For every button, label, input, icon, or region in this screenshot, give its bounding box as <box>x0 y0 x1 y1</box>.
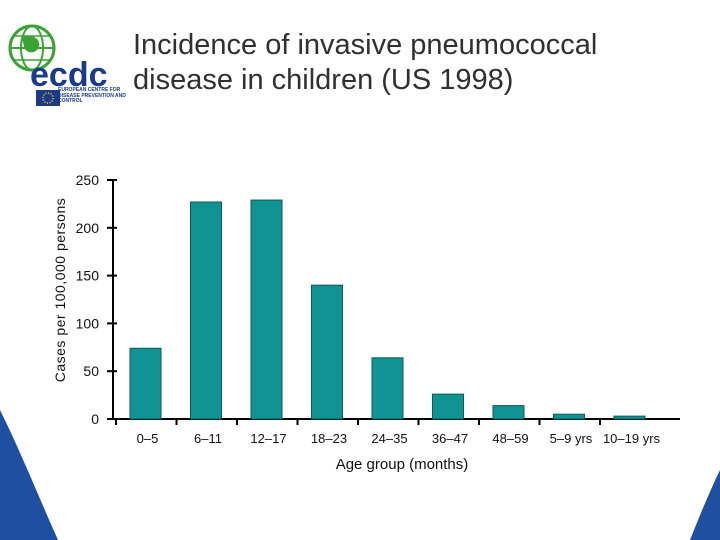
y-tick-label: 150 <box>76 268 100 284</box>
bar-4 <box>311 284 343 420</box>
x-tick-label: 6–11 <box>194 431 222 446</box>
x-tick-label: 12–17 <box>250 431 286 446</box>
chart-bars <box>129 199 646 420</box>
logo-wordmark: ecdc <box>30 56 108 94</box>
corner-decoration-right <box>690 470 720 540</box>
y-tick-label: 200 <box>76 220 100 236</box>
x-tick-labels: 0–5 6–11 12–17 18–23 24–35 36–47 48–59 5–9 yrs 1… <box>137 431 661 446</box>
x-tick-label: 24–35 <box>371 431 407 446</box>
bar-5 <box>371 357 404 420</box>
y-tick-labels: 0 50 100 150 200 250 <box>76 172 100 427</box>
y-tick-label: 0 <box>91 411 99 427</box>
y-tick-label: 250 <box>76 172 100 188</box>
x-tick-label: 0–5 <box>137 431 159 446</box>
bar-3 <box>250 199 283 420</box>
x-tick-label: 5–9 yrs <box>550 431 593 446</box>
x-tick-label: 48–59 <box>492 431 528 446</box>
title-line-2: disease in children (US 1998) <box>133 64 514 96</box>
y-tick-label: 100 <box>76 315 100 331</box>
x-axis-label: Age group (months) <box>335 456 469 473</box>
logo-subtext: EUROPEAN CENTRE FOR DISEASE PREVENTION A… <box>58 87 126 104</box>
title-line-1: Incidence of invasive pneumococcal <box>133 29 598 61</box>
ecdc-logo: ecdc <box>8 24 108 106</box>
bar-7 <box>492 405 525 420</box>
corner-decoration-left <box>0 410 58 540</box>
bar-9 <box>613 415 646 420</box>
bar-1 <box>129 347 162 420</box>
globe-icon <box>8 24 56 72</box>
x-tick-label: 18–23 <box>311 431 347 446</box>
x-tick-label: 36–47 <box>432 431 468 446</box>
eu-flag-icon <box>36 90 60 106</box>
bar-8 <box>553 413 585 420</box>
x-tick-label: 10–19 yrs <box>603 431 661 446</box>
bar-6 <box>432 393 464 420</box>
slide-title: Incidence of invasive pneumococcal disea… <box>133 28 693 98</box>
bar-2 <box>190 201 222 420</box>
y-tick-label: 50 <box>83 363 99 379</box>
